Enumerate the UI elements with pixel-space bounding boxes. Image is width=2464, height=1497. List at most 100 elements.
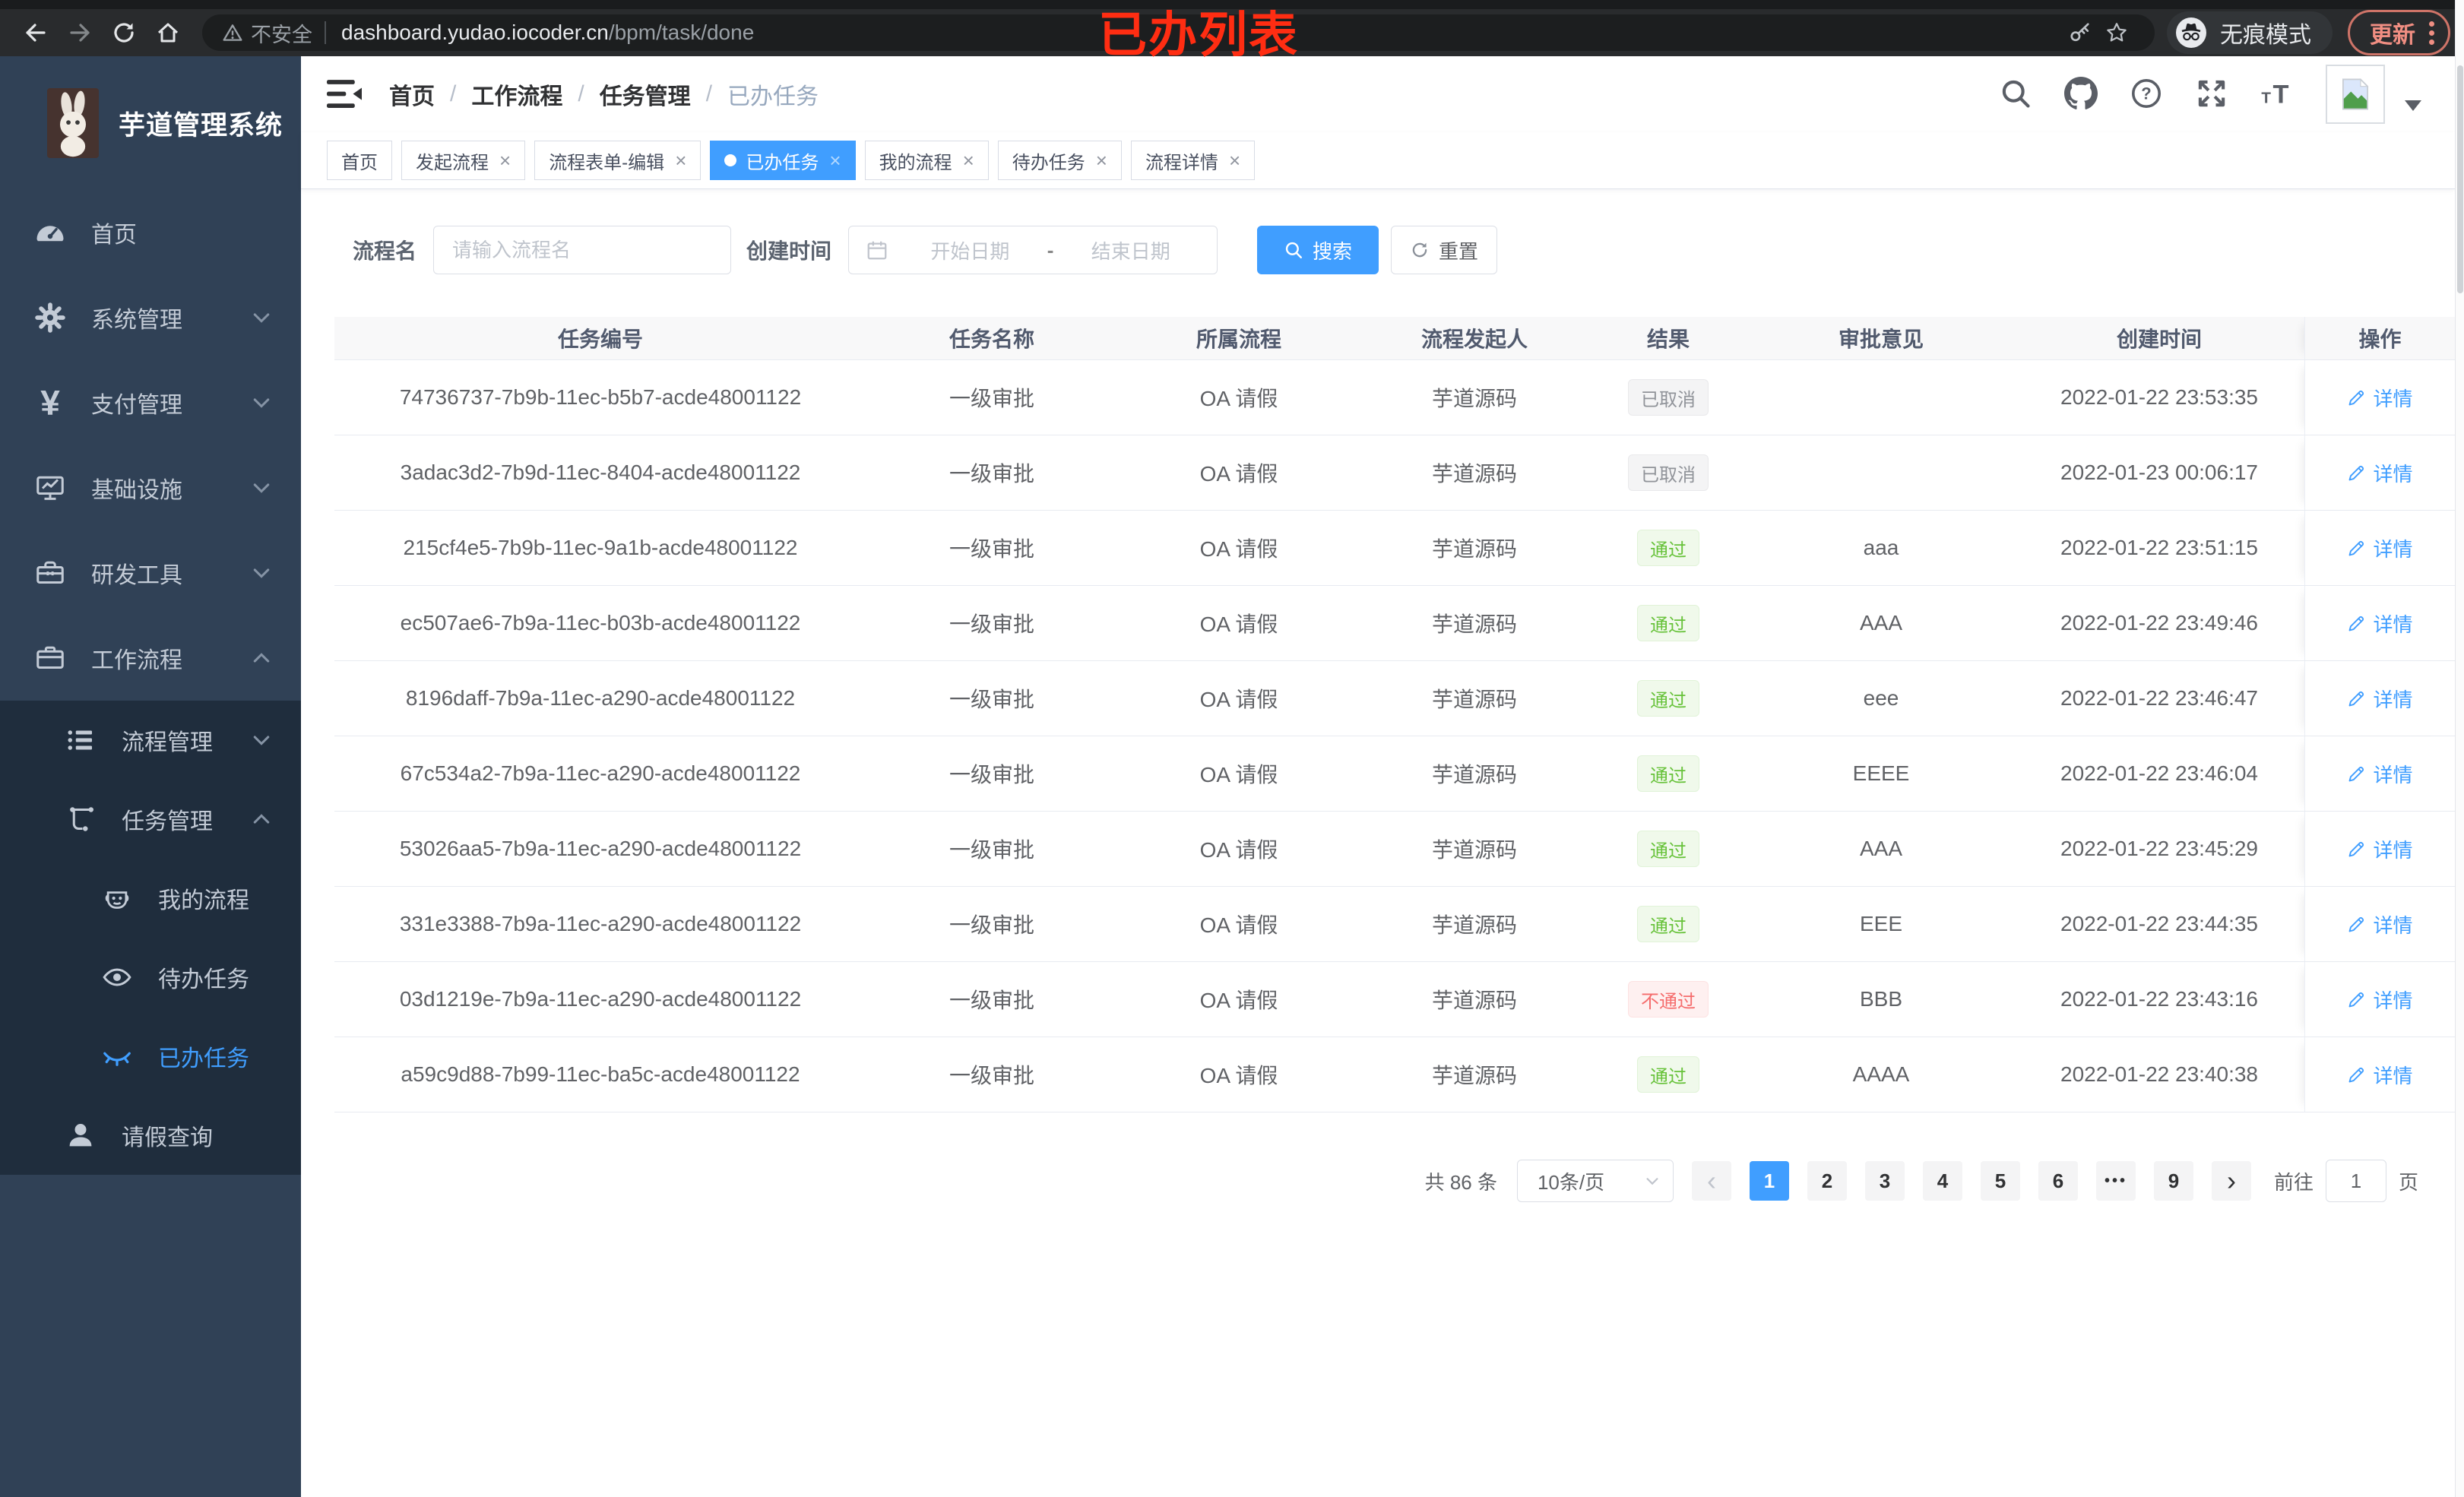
cell-initiator: 芋道源码 bbox=[1431, 688, 1517, 711]
sidebar-item-todo-task[interactable]: 待办任务 bbox=[0, 938, 301, 1017]
browser-back-icon[interactable] bbox=[14, 15, 58, 50]
detail-link[interactable]: 详情 bbox=[2347, 835, 2413, 863]
date-range-input[interactable]: 开始日期 - 结束日期 bbox=[848, 226, 1218, 274]
range-separator: - bbox=[1047, 238, 1054, 261]
table-row: 74736737-7b9b-11ec-b5b7-acde48001122 一级审批… bbox=[334, 360, 2455, 435]
tab-首页[interactable]: 首页 bbox=[327, 141, 392, 180]
tab-流程表单-编辑[interactable]: 流程表单-编辑 × bbox=[534, 141, 702, 180]
page-button-9[interactable]: 9 bbox=[2153, 1161, 2193, 1201]
avatar-caret-icon[interactable] bbox=[2405, 100, 2421, 111]
page-button-1[interactable]: 1 bbox=[1749, 1161, 1789, 1201]
process-name-label: 流程名 bbox=[353, 239, 417, 263]
cell-result: 通过 bbox=[1588, 511, 1748, 585]
detail-link[interactable]: 详情 bbox=[2347, 459, 2413, 487]
tab-label: 流程详情 bbox=[1145, 152, 1218, 173]
sidebar-item-workflow[interactable]: 工作流程 bbox=[0, 616, 301, 701]
breadcrumb-item[interactable]: 工作流程 bbox=[471, 84, 563, 109]
sidebar-item-leave-query[interactable]: 请假查询 bbox=[0, 1096, 301, 1175]
detail-link[interactable]: 详情 bbox=[2347, 1061, 2413, 1089]
sidebar-item-done-task[interactable]: 已办任务 bbox=[0, 1017, 301, 1096]
sidebar-item-payment[interactable]: ¥ 支付管理 bbox=[0, 360, 301, 445]
detail-link[interactable]: 详情 bbox=[2347, 760, 2413, 788]
process-name-input[interactable] bbox=[433, 226, 732, 274]
chevron-down-icon bbox=[251, 392, 272, 413]
tab-我的流程[interactable]: 我的流程 × bbox=[864, 141, 989, 180]
browser-reload-icon[interactable] bbox=[102, 15, 146, 50]
next-page-button[interactable]: › bbox=[2211, 1161, 2251, 1201]
bookmark-star-icon[interactable] bbox=[2098, 17, 2135, 48]
prev-page-button[interactable]: ‹ bbox=[1691, 1161, 1731, 1201]
security-label[interactable]: 不安全 bbox=[251, 23, 312, 46]
scrollbar-thumb[interactable] bbox=[2457, 65, 2463, 293]
breadcrumb-item[interactable]: 首页 bbox=[389, 84, 435, 109]
tab-label: 我的流程 bbox=[879, 152, 952, 173]
table-row: 53026aa5-7b9a-11ec-a290-acde48001122 一级审批… bbox=[334, 812, 2455, 887]
end-date-placeholder[interactable]: 结束日期 bbox=[1091, 239, 1170, 263]
jump-suffix-label: 页 bbox=[2398, 1170, 2418, 1194]
sidebar-item-devtools[interactable]: 研发工具 bbox=[0, 530, 301, 616]
sidebar-item-system[interactable]: 系统管理 bbox=[0, 275, 301, 360]
page-size-select[interactable]: 10条/页 bbox=[1516, 1160, 1674, 1202]
browser-forward-icon[interactable] bbox=[58, 15, 102, 50]
address-bar[interactable]: 不安全 dashboard.yudao.iocoder.cn/bpm/task/… bbox=[202, 14, 2155, 51]
tab-发起流程[interactable]: 发起流程 × bbox=[401, 141, 526, 180]
close-icon[interactable]: × bbox=[1095, 149, 1107, 172]
tab-流程详情[interactable]: 流程详情 × bbox=[1130, 141, 1256, 180]
detail-link[interactable]: 详情 bbox=[2347, 534, 2413, 562]
pages-ellipsis-button[interactable]: ••• bbox=[2095, 1161, 2136, 1201]
close-icon[interactable]: × bbox=[829, 149, 841, 172]
sidebar-item-task-mgmt[interactable]: 任务管理 bbox=[0, 780, 301, 859]
edit-icon bbox=[2347, 1065, 2366, 1084]
close-icon[interactable]: × bbox=[1228, 149, 1241, 172]
cell-initiator: 芋道源码 bbox=[1431, 387, 1517, 410]
sidebar-item-infra[interactable]: 基础设施 bbox=[0, 445, 301, 530]
page-button-6[interactable]: 6 bbox=[2038, 1161, 2078, 1201]
cell-created: 2022-01-23 00:06:17 bbox=[2060, 460, 2258, 484]
sidebar-item-process-mgmt[interactable]: 流程管理 bbox=[0, 701, 301, 780]
cell-task-id: 3adac3d2-7b9d-11ec-8404-acde48001122 bbox=[400, 460, 801, 484]
jump-page-input[interactable] bbox=[2325, 1160, 2386, 1202]
close-icon[interactable]: × bbox=[675, 149, 687, 172]
sidebar-fold-icon[interactable] bbox=[327, 79, 362, 109]
page-scrollbar[interactable] bbox=[2455, 0, 2464, 1497]
chevron-down-icon bbox=[251, 477, 272, 498]
tab-待办任务[interactable]: 待办任务 × bbox=[997, 141, 1122, 180]
reset-button[interactable]: 重置 bbox=[1391, 226, 1498, 274]
detail-link-label: 详情 bbox=[2373, 763, 2413, 786]
close-icon[interactable]: × bbox=[962, 149, 974, 172]
detail-link[interactable]: 详情 bbox=[2347, 685, 2413, 713]
password-key-icon[interactable] bbox=[2062, 17, 2098, 48]
sidebar-item-my-process[interactable]: 我的流程 bbox=[0, 859, 301, 938]
github-icon[interactable] bbox=[2064, 77, 2099, 112]
start-date-placeholder[interactable]: 开始日期 bbox=[930, 239, 1010, 263]
detail-link[interactable]: 详情 bbox=[2347, 986, 2413, 1014]
table-row: 67c534a2-7b9a-11ec-a290-acde48001122 一级审批… bbox=[334, 736, 2455, 812]
cell-actions: 详情 bbox=[2304, 736, 2455, 811]
detail-link[interactable]: 详情 bbox=[2347, 910, 2413, 938]
search-button[interactable]: 搜索 bbox=[1257, 226, 1379, 274]
page-button-3[interactable]: 3 bbox=[1864, 1161, 1905, 1201]
page-button-2[interactable]: 2 bbox=[1807, 1161, 1847, 1201]
tab-已办任务[interactable]: 已办任务 × bbox=[710, 141, 856, 180]
page-button-4[interactable]: 4 bbox=[1922, 1161, 1962, 1201]
page-button-5[interactable]: 5 bbox=[1980, 1161, 2020, 1201]
detail-link[interactable]: 详情 bbox=[2347, 384, 2413, 412]
avatar[interactable] bbox=[2326, 65, 2385, 124]
cell-result: 已取消 bbox=[1588, 360, 1748, 435]
search-icon[interactable] bbox=[1999, 77, 2034, 112]
cell-actions: 详情 bbox=[2304, 586, 2455, 660]
edit-icon bbox=[2347, 614, 2366, 633]
sidebar-item-home[interactable]: 首页 bbox=[0, 190, 301, 275]
close-icon[interactable]: × bbox=[499, 149, 511, 172]
breadcrumb-item[interactable]: 任务管理 bbox=[599, 84, 691, 109]
browser-home-icon[interactable] bbox=[146, 15, 190, 50]
fullscreen-icon[interactable] bbox=[2195, 77, 2230, 112]
cell-task-name: 一级审批 bbox=[949, 838, 1034, 862]
browser-update-button[interactable]: 更新 bbox=[2348, 10, 2450, 55]
app-logo[interactable]: 芋道管理系统 bbox=[0, 56, 301, 190]
browser-menu-icon[interactable] bbox=[2429, 21, 2434, 45]
detail-link[interactable]: 详情 bbox=[2347, 609, 2413, 638]
help-icon[interactable]: ? bbox=[2130, 77, 2165, 112]
